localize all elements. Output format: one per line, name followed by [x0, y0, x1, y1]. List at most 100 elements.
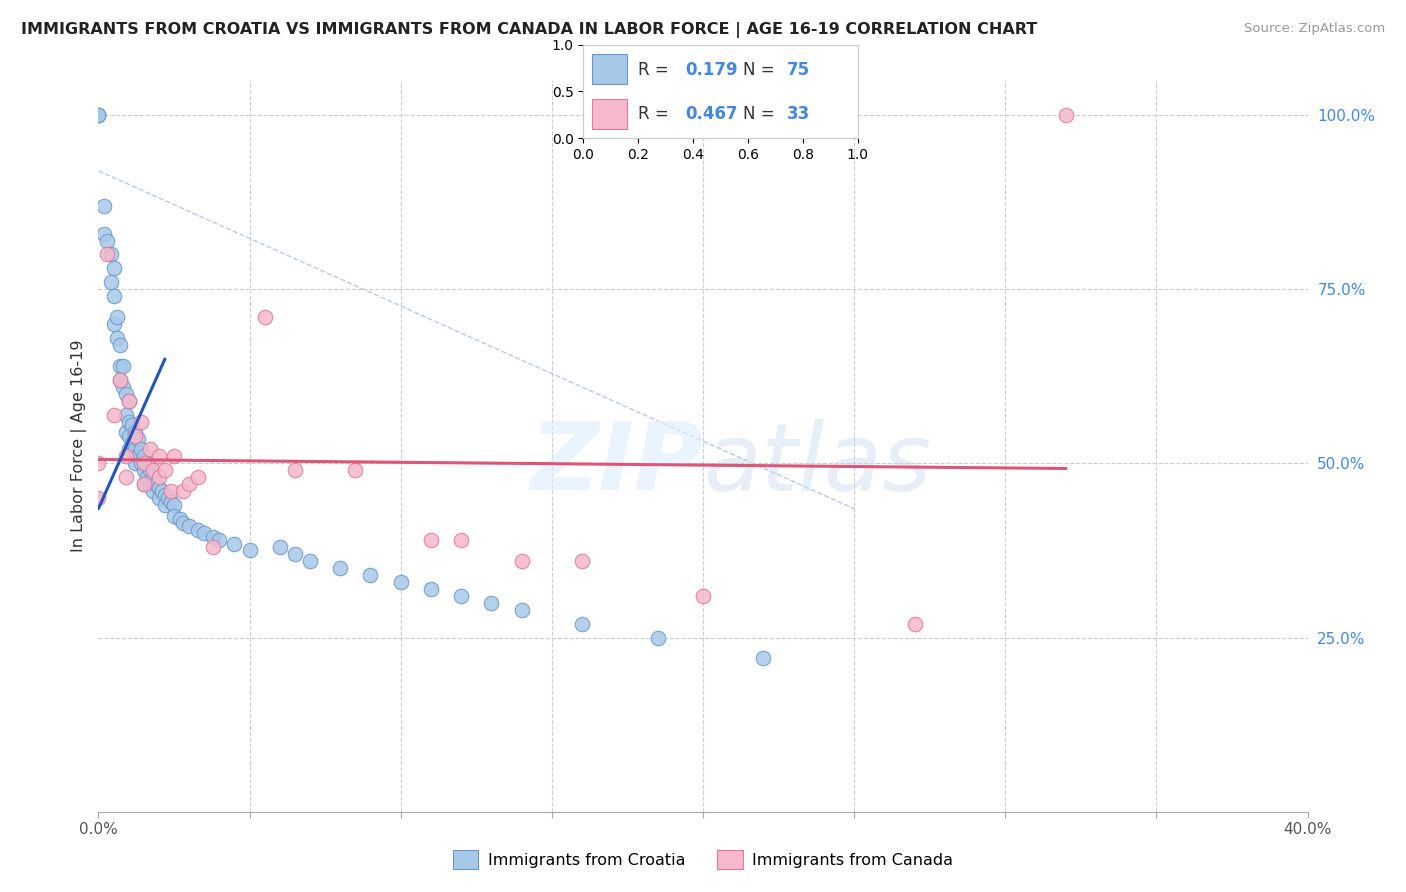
- Point: [111, 359, 134, 373]
- Point: [1054, 108, 1077, 122]
- Point: [114, 425, 136, 439]
- Point: [163, 450, 186, 464]
- Point: [87, 108, 110, 122]
- Point: [481, 596, 503, 610]
- Point: [187, 470, 209, 484]
- Text: 0.467: 0.467: [685, 105, 738, 123]
- Point: [93, 199, 115, 213]
- Point: [121, 435, 143, 450]
- Point: [202, 530, 225, 544]
- Point: [108, 359, 131, 373]
- Point: [571, 616, 593, 631]
- Point: [208, 533, 231, 547]
- FancyBboxPatch shape: [592, 99, 627, 129]
- Text: R =: R =: [638, 105, 675, 123]
- Point: [344, 463, 367, 477]
- Point: [87, 457, 110, 471]
- Text: 75: 75: [786, 61, 810, 78]
- Point: [111, 380, 134, 394]
- Point: [510, 603, 533, 617]
- Text: N =: N =: [742, 105, 779, 123]
- Point: [118, 428, 141, 442]
- Point: [420, 533, 443, 547]
- Point: [179, 477, 201, 491]
- Point: [269, 540, 291, 554]
- Point: [129, 457, 152, 471]
- Point: [96, 234, 118, 248]
- Point: [105, 310, 128, 325]
- Point: [360, 567, 382, 582]
- Point: [132, 477, 155, 491]
- Point: [148, 481, 170, 495]
- Point: [145, 477, 167, 491]
- Point: [87, 108, 110, 122]
- Point: [904, 616, 927, 631]
- Point: [132, 477, 155, 491]
- Point: [118, 393, 141, 408]
- Point: [187, 523, 209, 537]
- Point: [153, 463, 176, 477]
- Point: [153, 488, 176, 502]
- Point: [127, 450, 149, 464]
- Point: [108, 373, 131, 387]
- Point: [132, 450, 155, 464]
- Point: [103, 289, 125, 303]
- Point: [172, 516, 194, 530]
- Point: [284, 463, 307, 477]
- Point: [156, 491, 179, 506]
- Point: [299, 554, 322, 568]
- Point: [118, 415, 141, 429]
- Point: [153, 498, 176, 512]
- Point: [114, 386, 136, 401]
- Point: [114, 470, 136, 484]
- Point: [150, 484, 173, 499]
- Text: 0.179: 0.179: [685, 61, 738, 78]
- Point: [179, 519, 201, 533]
- Point: [450, 533, 472, 547]
- Point: [142, 463, 165, 477]
- Point: [224, 536, 246, 550]
- Point: [103, 317, 125, 331]
- Point: [571, 554, 593, 568]
- Text: 33: 33: [786, 105, 810, 123]
- Point: [118, 442, 141, 457]
- Point: [108, 373, 131, 387]
- Point: [160, 484, 183, 499]
- Legend: Immigrants from Croatia, Immigrants from Canada: Immigrants from Croatia, Immigrants from…: [446, 844, 960, 875]
- Text: R =: R =: [638, 61, 675, 78]
- Text: ZIP: ZIP: [530, 418, 703, 510]
- Point: [148, 491, 170, 506]
- Point: [132, 463, 155, 477]
- Point: [87, 491, 110, 506]
- Point: [142, 484, 165, 499]
- Point: [329, 561, 352, 575]
- Point: [132, 457, 155, 471]
- Point: [253, 310, 276, 325]
- Point: [114, 408, 136, 422]
- Point: [127, 432, 149, 446]
- Point: [114, 450, 136, 464]
- Point: [202, 540, 225, 554]
- Point: [93, 227, 115, 241]
- Point: [100, 247, 122, 261]
- Point: [163, 508, 186, 523]
- Point: [124, 425, 146, 439]
- Text: IMMIGRANTS FROM CROATIA VS IMMIGRANTS FROM CANADA IN LABOR FORCE | AGE 16-19 COR: IMMIGRANTS FROM CROATIA VS IMMIGRANTS FR…: [21, 22, 1038, 38]
- Text: Source: ZipAtlas.com: Source: ZipAtlas.com: [1244, 22, 1385, 36]
- Text: atlas: atlas: [703, 418, 931, 510]
- Y-axis label: In Labor Force | Age 16-19: In Labor Force | Age 16-19: [72, 340, 87, 552]
- Point: [139, 477, 162, 491]
- Point: [103, 408, 125, 422]
- Point: [139, 463, 162, 477]
- Text: N =: N =: [742, 61, 779, 78]
- Point: [96, 247, 118, 261]
- Point: [647, 631, 669, 645]
- Point: [105, 331, 128, 345]
- Point: [692, 589, 714, 603]
- Point: [103, 261, 125, 276]
- Point: [139, 442, 162, 457]
- Point: [121, 418, 143, 433]
- Point: [142, 470, 165, 484]
- Point: [163, 498, 186, 512]
- Point: [420, 582, 443, 596]
